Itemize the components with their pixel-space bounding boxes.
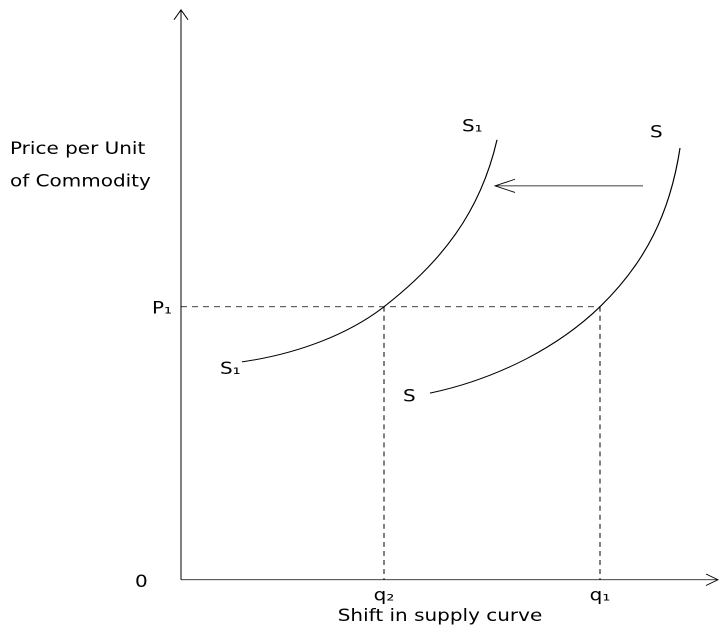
y-axis-arrow [173, 9, 189, 20]
curve-label: S₁ [220, 360, 241, 379]
curve-label: S [650, 123, 663, 142]
x-axis-arrow [705, 573, 719, 586]
quantity-label: q₁ [590, 586, 611, 605]
y-axis-label: of Commodity [10, 172, 151, 191]
origin-label: 0 [135, 573, 148, 592]
price-label: P₁ [152, 299, 172, 318]
quantity-label: q₂ [374, 586, 395, 605]
supply-curve-old [429, 147, 681, 394]
supply-curve-new [241, 139, 498, 363]
y-axis-label: Price per Unit [10, 139, 145, 158]
caption: Shift in supply curve [338, 607, 543, 625]
curve-label: S₁ [462, 117, 483, 136]
curve-label: S [403, 387, 416, 406]
shift-arrow-head [493, 178, 516, 193]
